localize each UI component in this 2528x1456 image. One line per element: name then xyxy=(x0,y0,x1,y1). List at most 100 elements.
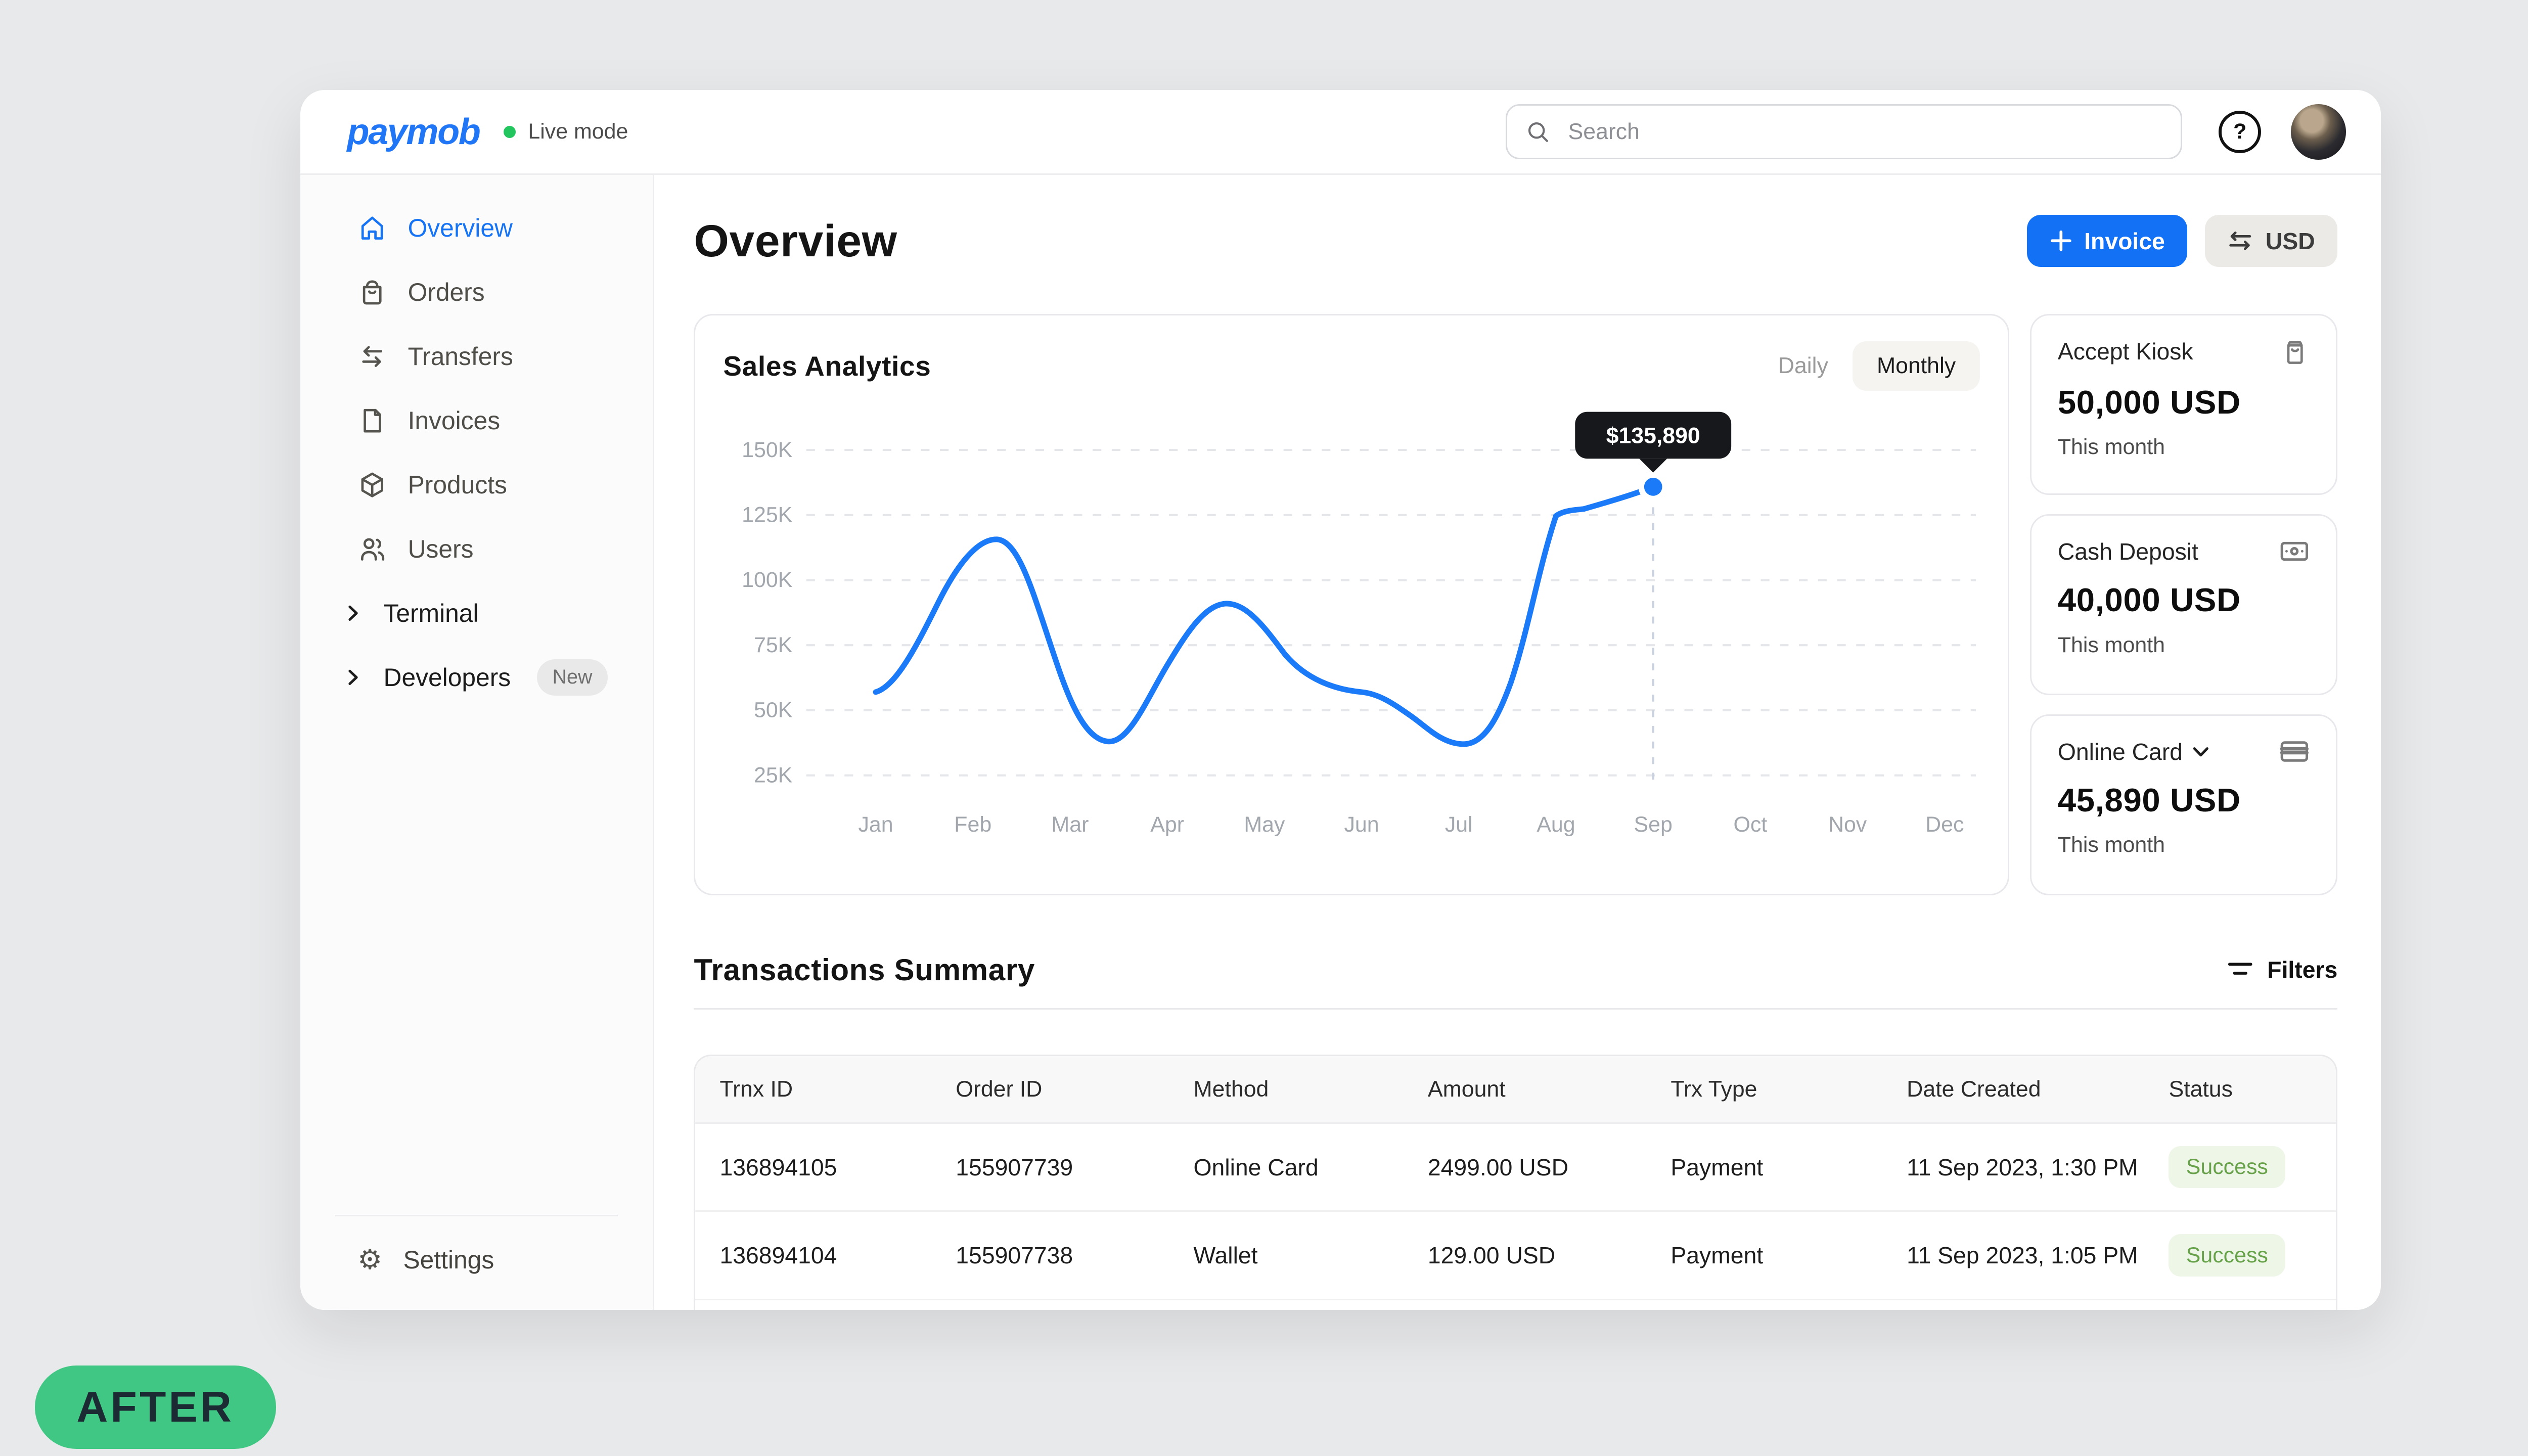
card-caption: This month xyxy=(2057,833,2165,857)
table-row[interactable]: 136894104 155907738 Wallet 129.00 USD Pa… xyxy=(695,1212,2336,1300)
x-tick: Jan xyxy=(859,812,893,837)
card-title[interactable]: Online Card xyxy=(2058,738,2210,765)
main-content: Overview Invoice USD xyxy=(654,175,2381,1310)
date-cell: 11 Sep 2023, 1:05 PM xyxy=(1907,1242,2138,1269)
section-divider xyxy=(694,1008,2338,1010)
banknote-icon xyxy=(2280,542,2309,561)
x-tick: Sep xyxy=(1634,812,1673,837)
currency-switch-button[interactable]: USD xyxy=(2204,215,2338,267)
chart-tooltip: $135,890 xyxy=(1575,412,1732,473)
x-tick: Apr xyxy=(1151,812,1185,837)
plus-icon xyxy=(2050,231,2071,252)
gear-icon: ⚙ xyxy=(357,1244,383,1276)
live-dot-icon xyxy=(504,125,516,138)
column-header: Status xyxy=(2169,1076,2233,1102)
trx-type-cell: Payment xyxy=(1671,1154,1764,1180)
y-tick: 150K xyxy=(742,438,793,462)
sidebar-item-transfers[interactable]: Transfers xyxy=(300,324,653,388)
card-caption: This month xyxy=(2057,435,2165,460)
filters-label: Filters xyxy=(2267,957,2338,983)
sidebar-item-label: Products xyxy=(408,470,507,499)
sidebar-item-label: Developers xyxy=(383,663,511,692)
tooltip-value: $135,890 xyxy=(1606,423,1700,448)
online-card-card: Online Card 45,890 USD This mon xyxy=(2030,714,2338,895)
chevron-right-icon xyxy=(348,605,358,621)
avatar[interactable] xyxy=(2290,104,2346,160)
sidebar-item-orders[interactable]: Orders xyxy=(300,260,653,324)
status-badge: Success xyxy=(2169,1234,2286,1277)
search-input[interactable] xyxy=(1564,117,2163,147)
y-tick: 50K xyxy=(754,698,793,722)
transactions-title: Transactions Summary xyxy=(694,952,1035,987)
daily-toggle[interactable]: Daily xyxy=(1778,353,1828,379)
sales-analytics-card: Sales Analytics Daily Monthly xyxy=(694,313,2010,895)
transactions-table: Trnx ID Order ID Method Amount Trx Type … xyxy=(694,1055,2338,1310)
sidebar-item-users[interactable]: Users xyxy=(300,517,653,581)
sidebar-item-terminal[interactable]: Terminal xyxy=(300,581,653,645)
credit-card-icon xyxy=(2280,741,2309,762)
monthly-toggle[interactable]: Monthly xyxy=(1852,341,1980,391)
method-cell: Online Card xyxy=(1193,1154,1319,1180)
y-tick: 125K xyxy=(742,503,793,527)
sales-line-chart: 150K 125K 100K 75K 50K 25K Jan Feb Mar xyxy=(742,412,1976,837)
y-tick: 75K xyxy=(754,633,793,657)
exchange-arrows-icon xyxy=(2229,232,2251,250)
sidebar-item-settings[interactable]: ⚙ Settings xyxy=(357,1239,618,1281)
card-title: Accept Kiosk xyxy=(2057,338,2193,365)
trnx-id-cell: 136894105 xyxy=(719,1154,837,1180)
x-tick: Jun xyxy=(1344,812,1379,837)
sidebar-item-products[interactable]: Products xyxy=(300,452,653,517)
card-title-label: Online Card xyxy=(2057,739,2183,765)
trx-type-cell: Payment xyxy=(1671,1242,1764,1269)
card-amount: 50,000 USD xyxy=(2057,383,2241,421)
sidebar-item-label: Overview xyxy=(408,213,513,242)
card-amount: 45,890 USD xyxy=(2057,782,2241,819)
x-tick: Jul xyxy=(1445,812,1473,837)
kiosk-icon xyxy=(2287,341,2304,365)
after-badge: AFTER xyxy=(34,1366,276,1449)
live-mode-label: Live mode xyxy=(528,119,628,144)
x-tick: Mar xyxy=(1052,812,1089,837)
shopping-bag-icon xyxy=(363,280,382,305)
x-tick: Aug xyxy=(1537,812,1575,837)
status-badge: Success xyxy=(2169,1146,2286,1189)
cube-icon xyxy=(361,472,383,497)
accept-kiosk-card: Accept Kiosk 50,000 USD This month xyxy=(2030,313,2338,495)
sidebar-item-developers[interactable]: Developers New xyxy=(300,645,653,709)
help-button[interactable]: ? xyxy=(2219,110,2262,153)
table-row-clipped xyxy=(695,1300,2336,1310)
search-icon xyxy=(1528,122,1548,142)
page-title: Overview xyxy=(694,215,897,266)
paymob-logo: paymob xyxy=(347,111,480,152)
app-window: paymob Live mode ? Overview xyxy=(300,90,2381,1310)
users-icon xyxy=(361,538,385,561)
order-id-cell: 155907739 xyxy=(956,1154,1073,1180)
column-header: Trx Type xyxy=(1671,1076,1757,1102)
search-bar[interactable] xyxy=(1506,104,2183,160)
sidebar-item-label: Orders xyxy=(408,278,485,306)
cash-deposit-card: Cash Deposit 40,000 USD This month xyxy=(2030,514,2338,695)
sidebar-item-label: Settings xyxy=(403,1245,494,1274)
column-header: Amount xyxy=(1427,1076,1506,1102)
amount-cell: 2499.00 USD xyxy=(1427,1154,1569,1180)
table-row[interactable]: 136894105 155907739 Online Card 2499.00 … xyxy=(695,1123,2336,1212)
filters-button[interactable]: Filters xyxy=(2227,956,2337,983)
trnx-id-cell: 136894104 xyxy=(719,1242,837,1269)
transfer-arrows-icon xyxy=(362,346,383,367)
chevron-right-icon xyxy=(348,669,358,685)
currency-button-label: USD xyxy=(2265,228,2315,254)
column-header: Order ID xyxy=(956,1076,1043,1102)
new-invoice-button[interactable]: Invoice xyxy=(2026,215,2188,267)
sidebar-item-invoices[interactable]: Invoices xyxy=(300,388,653,452)
x-tick: Feb xyxy=(955,812,992,837)
filter-icon xyxy=(2228,963,2252,975)
sidebar-item-overview[interactable]: Overview xyxy=(300,196,653,260)
amount-cell: 129.00 USD xyxy=(1427,1242,1556,1269)
x-tick: Dec xyxy=(1926,812,1964,837)
sidebar-item-label: Terminal xyxy=(383,599,479,627)
card-title: Cash Deposit xyxy=(2057,538,2198,565)
sales-analytics-title: Sales Analytics xyxy=(723,350,931,382)
table-header-row: Trnx ID Order ID Method Amount Trx Type … xyxy=(695,1056,2336,1124)
sidebar-footer: ⚙ Settings xyxy=(335,1215,618,1310)
card-amount: 40,000 USD xyxy=(2057,581,2241,619)
